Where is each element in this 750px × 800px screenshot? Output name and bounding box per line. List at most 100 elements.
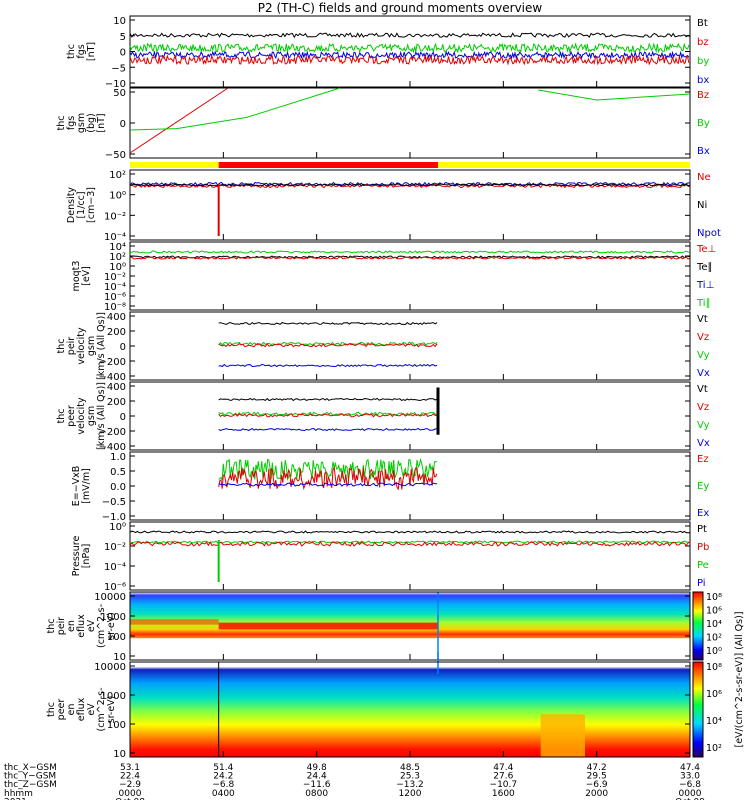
panel-frame [129, 381, 691, 451]
y-tick-label: 200 [107, 397, 126, 408]
y-axis-label-line: eflux [76, 697, 87, 721]
trace-Bz [129, 87, 229, 154]
y-tick-label: 10000 [94, 662, 126, 673]
spectrogram-empty [130, 638, 690, 660]
y-axis-label-line: [nPa] [81, 544, 92, 569]
y-axis-label-line: thc [56, 116, 67, 131]
trace-Pt [129, 530, 691, 534]
y-tick-label: 0 [120, 48, 126, 59]
y-tick-label: 10⁰ [109, 262, 126, 273]
spectrogram-patch [540, 714, 585, 757]
ephemeris-value: 25.3 [400, 772, 420, 782]
y-tick-label: 100 [107, 632, 126, 643]
legend-Bx: Bx [697, 146, 710, 157]
y-tick-label: 0 [120, 342, 126, 353]
y-tick-label: −400 [99, 442, 126, 453]
legend-Bt: Bt [697, 18, 708, 29]
panel-1: 10 5 0 −5 −10 thc fgs [nT] Bt bz by bx [66, 15, 709, 90]
y-tick-label: 0 [120, 119, 126, 130]
y-tick-label: 10⁻² [104, 211, 126, 222]
y-axis-label-line: (bg) [86, 113, 97, 132]
colorbar-tick-label: 10² [706, 633, 722, 644]
y-axis-label-line: eV [86, 703, 97, 716]
legend-Bz: Bz [697, 90, 709, 101]
y-tick-label: 10⁰ [109, 191, 126, 202]
legend-Vx: Vx [697, 368, 710, 379]
legend-Vt: Vt [697, 314, 708, 325]
legend-bx: bx [697, 75, 709, 86]
colorbar [692, 591, 704, 661]
ephemeris-value: Oct 09 [675, 797, 705, 800]
y-axis-label-line: E=−VxB [71, 466, 82, 507]
ephemeris-value: 0000 [119, 789, 142, 799]
ephemeris-value: 29.5 [587, 772, 607, 782]
ephemeris-value: 49.8 [307, 763, 327, 773]
y-tick-label: 10⁻⁶ [104, 582, 126, 593]
y-tick-label: 200 [107, 327, 126, 338]
y-tick-label: 10 [113, 16, 126, 27]
spectrogram-band [130, 619, 219, 625]
y-axis-label: moqt3 [eV] [71, 261, 92, 292]
y-axis-label-line: fgs [66, 116, 77, 130]
ephemeris-label: hhmm [4, 789, 33, 799]
trace-Ey [218, 457, 438, 481]
y-axis-label-line: thc [46, 619, 57, 634]
trace-Pe [129, 540, 691, 544]
legend-Vx: Vx [697, 438, 710, 449]
legend-bz: bz [697, 37, 709, 48]
trace-Vt [218, 321, 438, 326]
y-axis-label-line: gsm [86, 336, 97, 356]
y-tick-label: 1000 [101, 612, 126, 623]
trace-Ex [218, 482, 438, 487]
colorbar-tick-label: 10⁰ [706, 646, 722, 657]
panel-8: 10⁰ 10⁻² 10⁻⁴ 10⁻⁶ Pressure [nPa] Pt Pb Pe Pi [71, 521, 709, 593]
panel-mode [130, 162, 690, 168]
y-axis-label-line: (cm^2-s- [96, 688, 107, 732]
trace-Te⊥ [130, 256, 691, 260]
y-tick-label: 10⁻⁴ [104, 282, 126, 293]
y-axis-label-line: sr-eV) [106, 696, 117, 724]
ephemeris-value: 33.0 [680, 772, 700, 782]
ephemeris-value: 24.2 [213, 772, 233, 782]
y-tick-label: 400 [107, 382, 126, 393]
ephemeris-table: thc_X−GSM 53.1 51.4 49.8 48.5 47.4 47.2 47.4 thc… [4, 763, 705, 800]
y-tick-label: −0.5 [102, 497, 126, 508]
panel-9: 10000 1000 100 10 thc peir en eflux eV (cm^2-s-sr… [46, 591, 722, 663]
legend-Pi: Pi [697, 578, 706, 589]
legend-Vz: Vz [697, 332, 709, 343]
y-tick-label: 50 [113, 88, 126, 99]
legend-Vy: Vy [697, 420, 710, 431]
y-tick-label: 10000 [94, 592, 126, 603]
y-axis-label: thc fgs [nT] [66, 42, 97, 61]
trace-Ti∥ [129, 250, 691, 254]
legend-Ey: Ey [697, 481, 709, 492]
y-tick-label: 10⁻⁴ [104, 562, 126, 573]
y-axis-label-line: en [66, 620, 77, 632]
y-axis-label-line: [1/cc] [76, 191, 87, 218]
y-tick-label: 0 [120, 412, 126, 423]
colorbar-tick-label: 10⁶ [706, 606, 722, 617]
y-axis-label-line: (cm^2-s- [96, 604, 107, 648]
trace-Bt [129, 32, 691, 39]
trace-Vx [218, 427, 438, 432]
y-tick-label: 400 [107, 312, 126, 323]
trace-Vz [218, 413, 438, 418]
y-axis-label-line: en [66, 704, 77, 716]
y-axis-label-line: thc [56, 409, 67, 424]
y-axis-label-line: moqt3 [71, 261, 82, 292]
y-axis-label: E=−VxB [mV/m] [71, 466, 92, 507]
ephemeris-value: 47.4 [680, 763, 700, 773]
y-axis-label-line: thc [56, 339, 67, 354]
legend-Npot: Npot [697, 228, 721, 239]
ephemeris-value: 53.1 [120, 763, 140, 773]
y-axis-label-line: [cm−3] [86, 187, 97, 223]
y-tick-label: −200 [99, 427, 126, 438]
panel-frame [129, 15, 691, 88]
legend-Pe: Pe [697, 560, 709, 571]
ephemeris-value: 22.4 [120, 772, 140, 782]
ephemeris-value: −6.8 [212, 780, 234, 790]
